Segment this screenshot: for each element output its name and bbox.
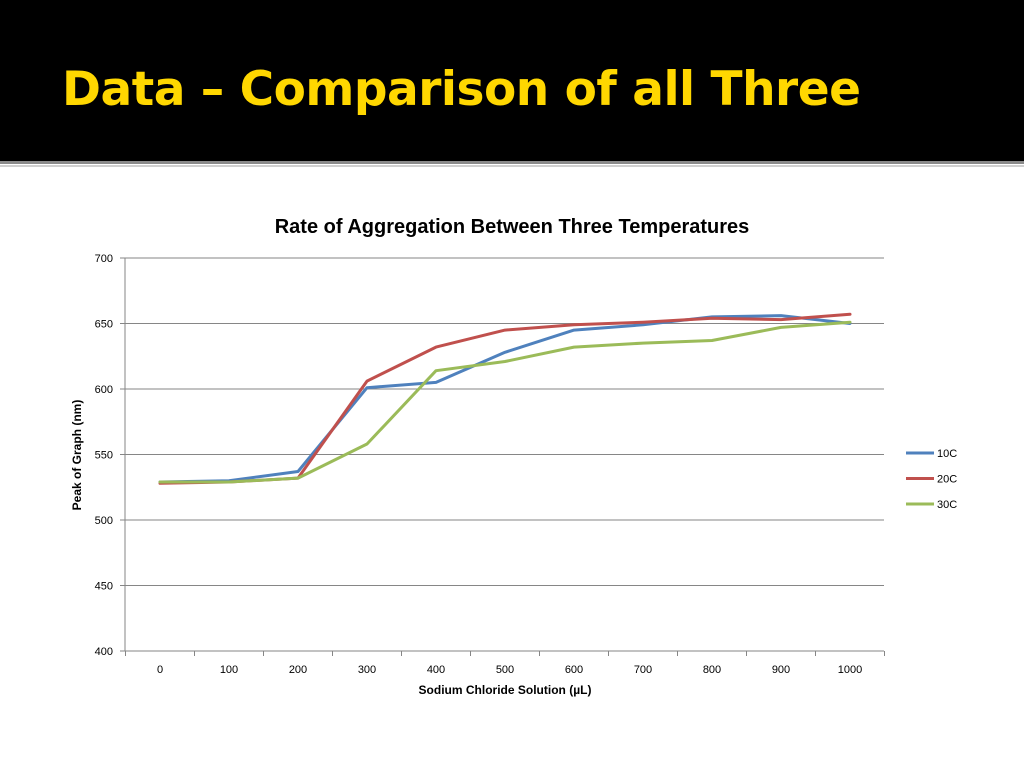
x-tick-label: 100: [220, 664, 238, 676]
x-tick-label: 400: [427, 664, 445, 676]
y-tick-label: 700: [95, 253, 113, 265]
x-tick-label: 1000: [838, 664, 862, 676]
title-divider: [0, 161, 1024, 164]
x-tick-labels: 0 100 200 300 400 500 600 700 800 900 1000: [157, 664, 862, 676]
legend: 10C 20C 30C: [906, 448, 957, 511]
y-tick-label: 400: [95, 646, 113, 658]
y-axis-label: Peak of Graph (nm): [70, 400, 84, 511]
legend-label: 10C: [937, 448, 957, 460]
x-tick-label: 700: [634, 664, 652, 676]
gridlines: [125, 257, 884, 652]
x-tick-label: 200: [289, 664, 307, 676]
legend-label: 20C: [937, 474, 957, 486]
x-tick-label: 0: [157, 664, 163, 676]
x-tick-label: 600: [565, 664, 583, 676]
y-tick-label: 550: [95, 450, 113, 462]
y-tick-label: 500: [95, 515, 113, 527]
title-divider-light: [0, 165, 1024, 167]
y-tick-label: 650: [95, 319, 113, 331]
series-lines: [158, 312, 852, 485]
legend-label: 30C: [937, 499, 957, 511]
chart-title: Rate of Aggregation Between Three Temper…: [275, 216, 750, 238]
y-tick-label: 600: [95, 384, 113, 396]
x-tick-label: 300: [358, 664, 376, 676]
x-tick-label: 800: [703, 664, 721, 676]
y-tick-labels: 400 450 500 550 600 650 700: [95, 253, 113, 658]
series-line-20C: [158, 312, 852, 485]
title-bar: Data – Comparison of all Three: [0, 0, 1024, 161]
y-tick-label: 450: [95, 581, 113, 593]
series-line-30C: [158, 320, 852, 484]
series-line-10C: [158, 314, 852, 484]
x-axis-label: Sodium Chloride Solution (µL): [419, 683, 592, 697]
x-tick-label: 900: [772, 664, 790, 676]
slide-title: Data – Comparison of all Three: [62, 62, 861, 117]
x-tick-label: 500: [496, 664, 514, 676]
axes: [120, 257, 885, 656]
